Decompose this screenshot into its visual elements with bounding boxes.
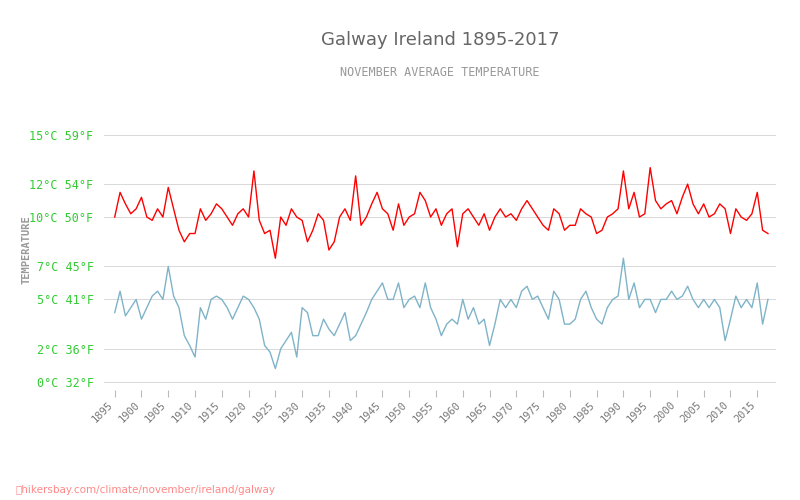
- Text: 📍hikersbay.com/climate/november/ireland/galway: 📍hikersbay.com/climate/november/ireland/…: [16, 485, 276, 495]
- Y-axis label: TEMPERATURE: TEMPERATURE: [22, 216, 32, 284]
- Text: NOVEMBER AVERAGE TEMPERATURE: NOVEMBER AVERAGE TEMPERATURE: [340, 66, 540, 79]
- Text: Galway Ireland 1895-2017: Galway Ireland 1895-2017: [321, 31, 559, 49]
